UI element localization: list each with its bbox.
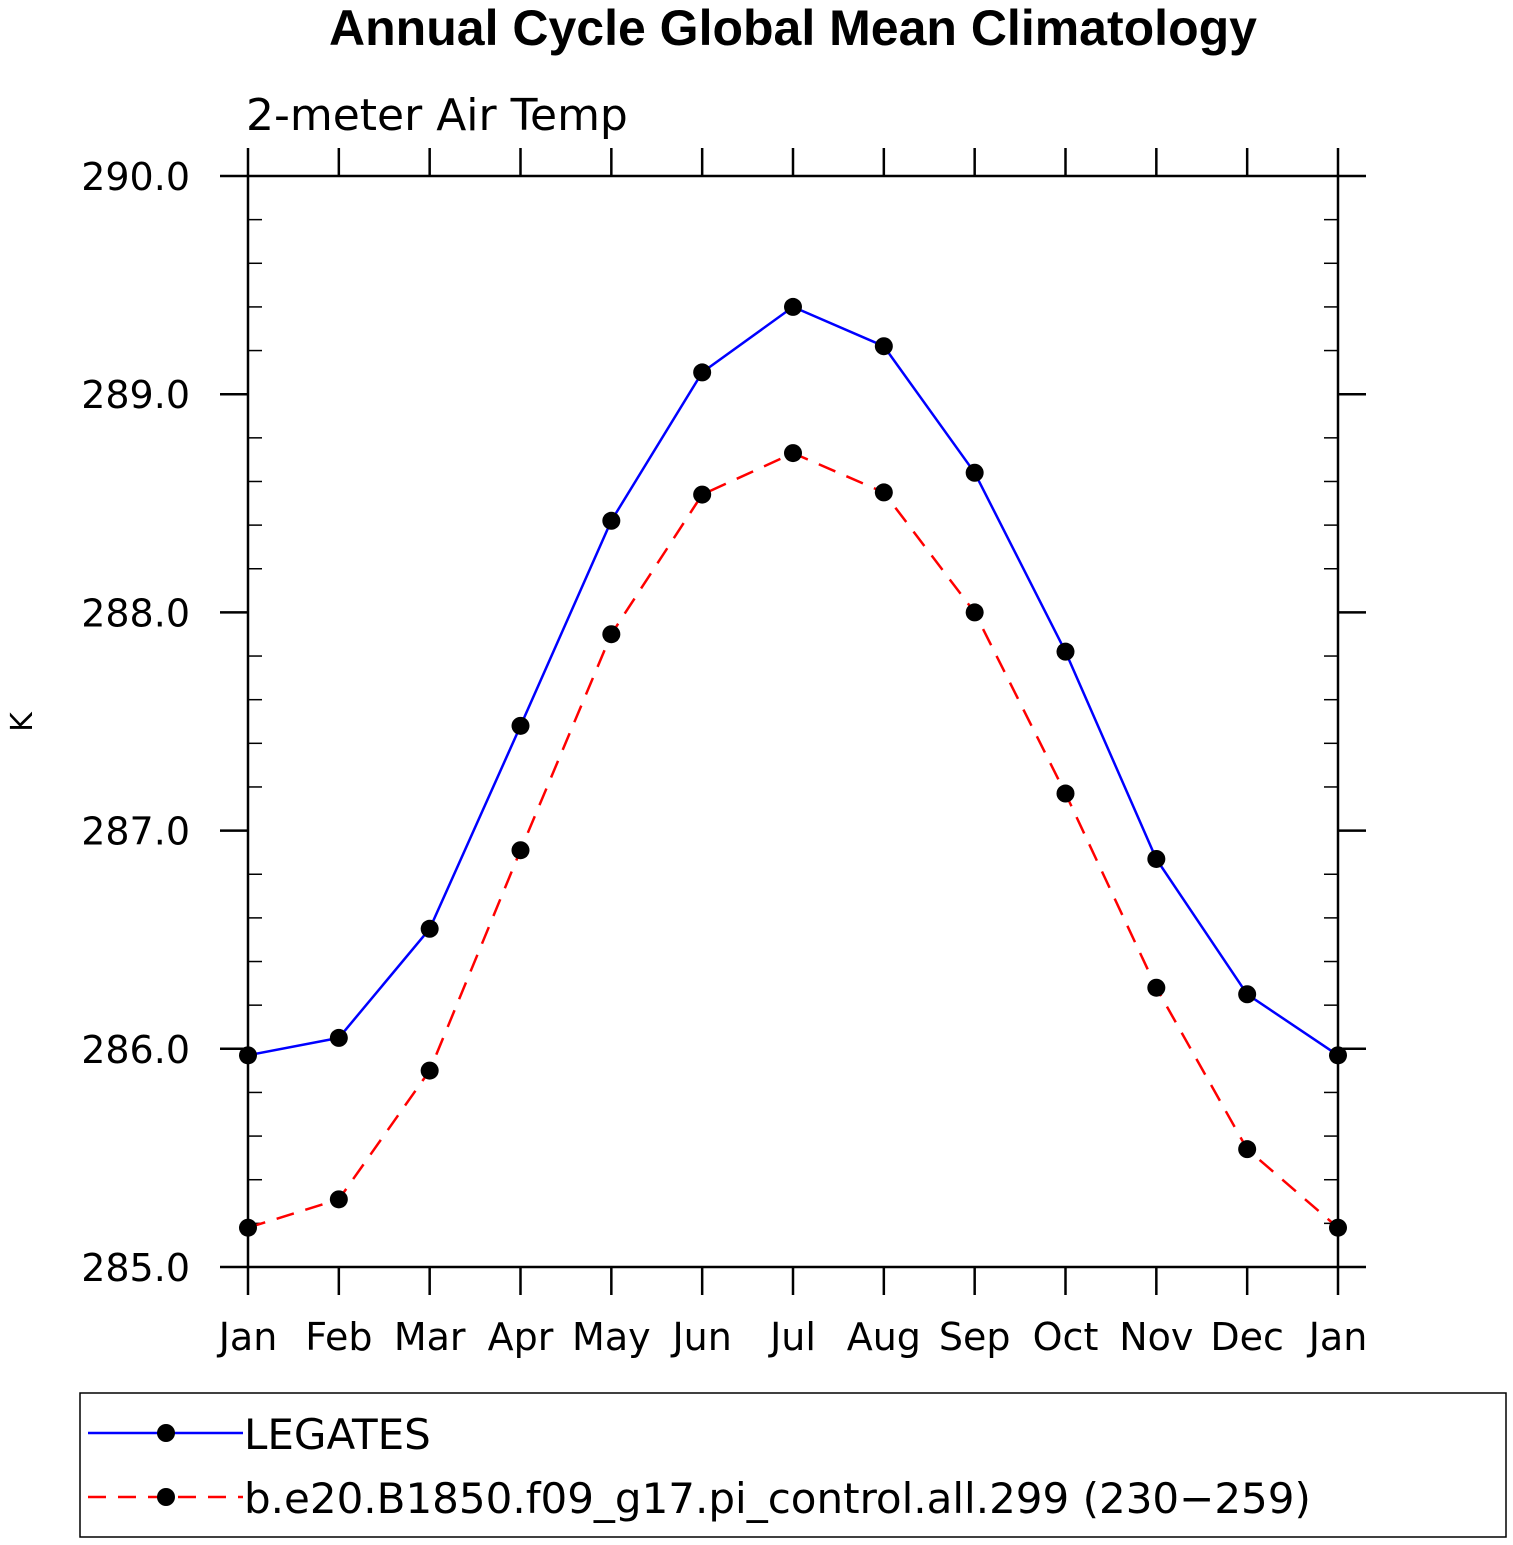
series-line-1 <box>247 451 1339 1229</box>
data-point-series-1 <box>239 1218 257 1237</box>
data-point-series-1 <box>1147 978 1166 997</box>
series-line-0 <box>247 305 1339 1057</box>
data-point-series-0 <box>329 1028 348 1047</box>
x-tick-label: Dec <box>1210 1315 1284 1359</box>
data-point-series-0 <box>693 363 712 382</box>
chart-subtitle: 2-meter Air Temp <box>246 90 628 141</box>
data-point-series-1 <box>420 1061 439 1080</box>
data-point-series-0 <box>602 511 621 530</box>
legend: LEGATES b.e20.B1850.f09_g17.pi_control.a… <box>79 1392 1507 1538</box>
x-tick-label: Jan <box>1307 1315 1368 1359</box>
x-tick-label: Oct <box>1033 1315 1099 1359</box>
x-tick-label: Jun <box>670 1315 731 1359</box>
y-axis-label: K <box>5 711 40 732</box>
data-point-series-1 <box>329 1190 348 1209</box>
data-point-series-0 <box>239 1046 257 1065</box>
data-point-series-1 <box>511 841 530 860</box>
data-point-series-0 <box>511 716 530 735</box>
legend-marker-legates <box>157 1424 175 1442</box>
data-point-series-1 <box>1329 1218 1347 1237</box>
data-point-series-1 <box>874 483 893 502</box>
data-point-series-0 <box>1238 985 1257 1004</box>
x-tick-label: Jan <box>217 1315 278 1359</box>
x-tick-label: Apr <box>488 1315 554 1359</box>
y-tick-label: 287.0 <box>81 810 190 854</box>
legend-box <box>79 1392 1507 1538</box>
data-point-series-0 <box>784 297 802 316</box>
y-tick-label: 288.0 <box>81 591 190 635</box>
y-tick-label: 289.0 <box>81 373 190 417</box>
plot-frame <box>246 174 1340 1269</box>
data-point-series-0 <box>420 919 439 938</box>
x-tick-label: Sep <box>939 1315 1011 1359</box>
x-tick-label: Mar <box>394 1315 466 1359</box>
x-tick-label: Nov <box>1119 1315 1193 1359</box>
series-layer <box>239 297 1347 1237</box>
x-tick-labels: Jan Feb Mar Apr May Jun Jul Aug Sep Oct Nov Dec Jan <box>217 1315 1368 1359</box>
data-point-series-0 <box>1056 642 1075 661</box>
data-point-series-0 <box>874 337 893 356</box>
data-point-series-1 <box>1056 784 1075 803</box>
legend-label-legates: LEGATES <box>244 1410 431 1459</box>
x-tick-label: Jul <box>768 1315 816 1359</box>
data-point-series-0 <box>1329 1046 1347 1065</box>
axis-ticks <box>220 148 1366 1295</box>
legend-label-model: b.e20.B1850.f09_g17.pi_control.all.299 (… <box>244 1474 1311 1523</box>
y-tick-labels: 285.0 286.0 287.0 288.0 289.0 290.0 <box>81 155 190 1290</box>
data-point-series-1 <box>693 485 712 504</box>
y-tick-label: 290.0 <box>81 155 190 199</box>
data-point-series-0 <box>1147 849 1166 868</box>
x-tick-label: Feb <box>305 1315 372 1359</box>
data-point-series-1 <box>1238 1140 1257 1159</box>
legend-marker-model <box>157 1488 175 1506</box>
x-tick-label: May <box>572 1315 651 1359</box>
data-point-series-1 <box>784 444 802 463</box>
data-point-series-1 <box>602 625 621 644</box>
y-tick-label: 285.0 <box>81 1246 190 1290</box>
data-point-series-0 <box>965 463 984 482</box>
x-tick-label: Aug <box>847 1315 921 1359</box>
chart-title: Annual Cycle Global Mean Climatology <box>329 0 1257 56</box>
y-tick-label: 286.0 <box>81 1028 190 1072</box>
data-point-series-1 <box>965 603 984 622</box>
